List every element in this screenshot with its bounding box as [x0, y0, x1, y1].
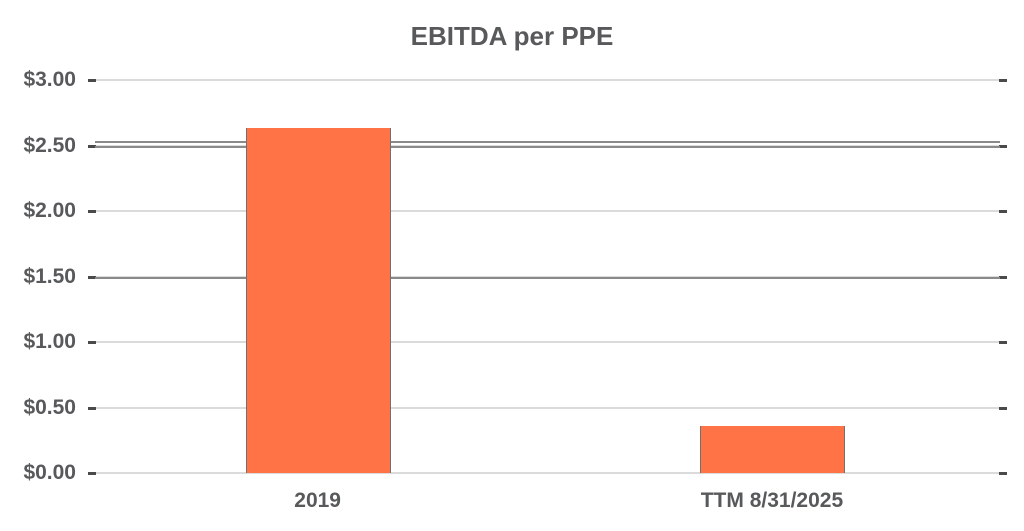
y-axis-tick-label: $3.00 — [23, 68, 76, 91]
gridline — [95, 341, 1000, 343]
y-axis-tick-left — [88, 79, 96, 82]
bar — [246, 128, 392, 473]
gridline — [95, 472, 1000, 474]
y-axis-tick-right — [999, 341, 1007, 344]
y-axis-tick-left — [88, 406, 96, 410]
y-axis-tick-label: $1.50 — [23, 264, 76, 288]
reference-line — [95, 145, 1000, 148]
y-axis-tick-left — [88, 144, 96, 148]
y-axis-tick-right — [999, 472, 1007, 475]
reference-line — [95, 140, 1000, 143]
y-axis-tick-label: $2.00 — [23, 199, 76, 222]
y-axis-tick-right — [999, 144, 1007, 148]
reference-line — [95, 276, 1000, 279]
y-axis-tick-label: $1.00 — [23, 330, 76, 353]
gridline — [95, 275, 1000, 278]
chart-title: EBITDA per PPE — [410, 21, 614, 51]
gridline — [95, 79, 1000, 81]
y-axis-tick-label: $2.50 — [23, 133, 76, 157]
gridline — [95, 406, 1000, 409]
y-axis-tick-right — [999, 210, 1007, 213]
y-axis-tick-label: $0.00 — [23, 461, 76, 484]
y-axis-tick-right — [999, 79, 1007, 82]
gridline — [95, 144, 1000, 147]
y-axis-tick-label: $0.50 — [23, 395, 76, 419]
x-axis-category-label: 2019 — [294, 489, 341, 512]
y-axis-tick-left — [88, 210, 96, 213]
y-axis-tick-right — [999, 275, 1007, 279]
y-axis-tick-left — [88, 275, 96, 279]
gridline — [95, 210, 1000, 212]
y-axis-tick-left — [88, 472, 96, 475]
y-axis-tick-right — [999, 406, 1007, 410]
bar — [700, 425, 846, 473]
x-axis-category-label: TTM 8/31/2025 — [700, 489, 844, 512]
y-axis-tick-left — [88, 341, 96, 344]
